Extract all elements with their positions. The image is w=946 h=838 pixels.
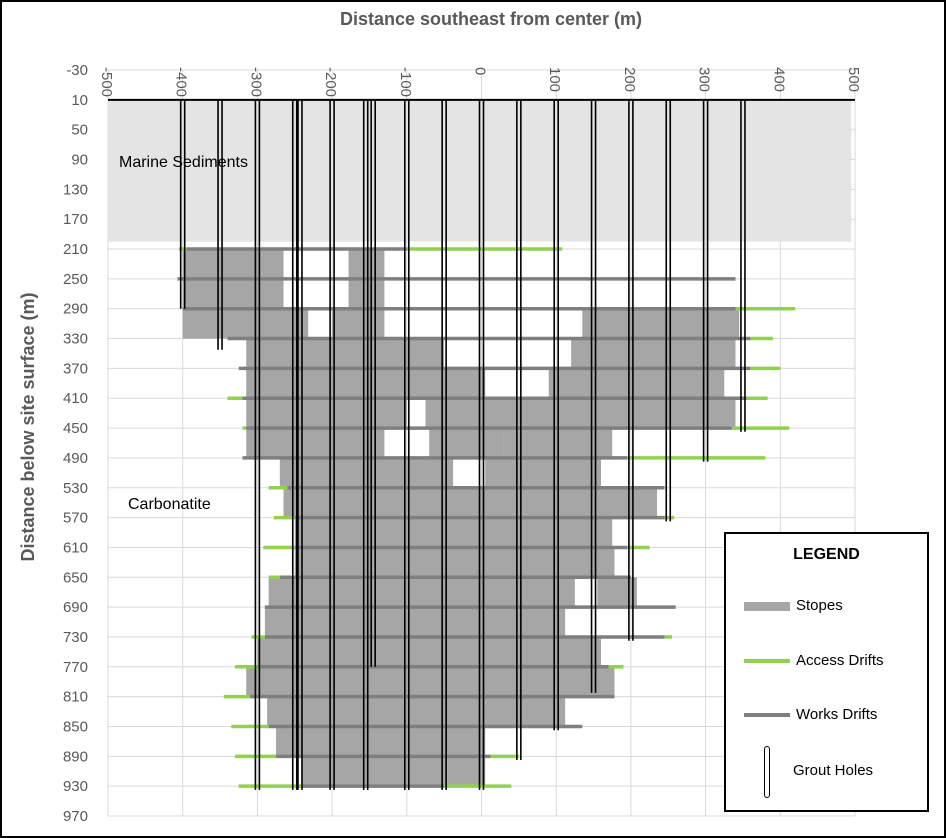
stope-block bbox=[429, 428, 504, 458]
y-tick-label: 850 bbox=[63, 718, 88, 735]
y-tick-label: 810 bbox=[63, 689, 88, 706]
y-tick-label: 410 bbox=[63, 390, 88, 407]
works-drift-line-icon bbox=[744, 713, 790, 717]
legend-title: LEGEND bbox=[793, 546, 860, 563]
x-tick-label: -200 bbox=[322, 67, 339, 97]
y-tick-label: 570 bbox=[63, 510, 88, 527]
grout-hole-icon bbox=[764, 746, 770, 798]
y-tick-label: 370 bbox=[63, 360, 88, 377]
y-tick-label: 170 bbox=[63, 211, 88, 228]
y-axis-title: Distance below site surface (m) bbox=[18, 292, 38, 561]
grout-hole bbox=[370, 99, 376, 667]
zone-label-marine-sediments: Marine Sediments bbox=[119, 154, 248, 171]
y-tick-label: 730 bbox=[63, 629, 88, 646]
zone-label-carbonatite: Carbonatite bbox=[128, 496, 211, 513]
grout-hole bbox=[403, 99, 410, 790]
stope-block bbox=[182, 308, 235, 339]
stope-block bbox=[246, 368, 486, 399]
grout-holes-layer bbox=[179, 99, 746, 790]
y-tick-label: 250 bbox=[63, 271, 88, 288]
stope-block bbox=[257, 636, 602, 667]
grout-hole bbox=[702, 99, 709, 462]
grout-hole bbox=[291, 99, 298, 790]
y-tick-label: 450 bbox=[63, 420, 88, 437]
stope-block bbox=[294, 517, 613, 548]
y-tick-label: 690 bbox=[63, 599, 88, 616]
x-tick-label: 200 bbox=[621, 67, 638, 92]
stope-block bbox=[302, 756, 448, 787]
grout-hole bbox=[553, 99, 560, 731]
stope-block bbox=[246, 398, 407, 429]
y-tick-label: 90 bbox=[71, 152, 88, 169]
y-tick-label: 50 bbox=[71, 122, 88, 139]
grout-hole bbox=[297, 99, 303, 790]
stope-block bbox=[268, 577, 575, 608]
grout-hole bbox=[665, 99, 672, 522]
legend-label-stopes: Stopes bbox=[796, 597, 843, 614]
x-tick-labels: -500 -400 -300 -200 -100 0 100 200 300 400 500 bbox=[98, 67, 862, 97]
stope-block bbox=[246, 666, 615, 697]
grout-hole bbox=[179, 99, 186, 309]
stope-block bbox=[279, 457, 454, 488]
stope-block bbox=[246, 338, 445, 369]
grout-hole bbox=[329, 99, 335, 790]
y-tick-label: 610 bbox=[63, 539, 88, 556]
stope-swatch-icon bbox=[744, 602, 790, 611]
grout-hole bbox=[478, 99, 485, 790]
x-tick-label: -400 bbox=[173, 67, 190, 97]
stope-block bbox=[425, 398, 736, 429]
x-axis-title: Distance southeast from center (m) bbox=[340, 9, 642, 29]
x-tick-label: 300 bbox=[696, 67, 713, 92]
y-tick-label: 650 bbox=[63, 569, 88, 586]
y-tick-label: -30 bbox=[66, 62, 88, 79]
stope-block bbox=[332, 308, 385, 339]
legend-label-works-drifts: Works Drifts bbox=[796, 706, 878, 723]
legend: LEGEND Stopes Access Drifts Works Drifts… bbox=[724, 532, 929, 812]
grout-hole bbox=[254, 99, 261, 790]
works-drifts-layer bbox=[177, 247, 751, 788]
grout-hole bbox=[740, 99, 746, 432]
grout-hole bbox=[590, 99, 597, 693]
y-tick-label: 290 bbox=[63, 301, 88, 318]
y-tick-label: 490 bbox=[63, 450, 88, 467]
legend-label-access-drifts: Access Drifts bbox=[796, 652, 884, 669]
x-tick-label: 100 bbox=[546, 67, 563, 92]
grout-hole bbox=[217, 99, 223, 350]
y-tick-label: 330 bbox=[63, 331, 88, 348]
x-tick-label: 0 bbox=[472, 67, 489, 75]
stope-block bbox=[283, 487, 658, 518]
stope-block bbox=[294, 547, 615, 578]
stope-block bbox=[264, 607, 566, 637]
grout-hole bbox=[362, 99, 369, 790]
y-tick-label: 890 bbox=[63, 748, 88, 765]
y-tick-label: 130 bbox=[63, 181, 88, 198]
y-tick-label: 10 bbox=[71, 92, 88, 109]
stope-block bbox=[246, 428, 385, 458]
x-tick-label: 500 bbox=[845, 67, 862, 92]
x-tick-label: -500 bbox=[98, 67, 115, 97]
grout-hole bbox=[628, 99, 634, 641]
stope-block bbox=[276, 726, 486, 757]
stope-block bbox=[267, 696, 566, 727]
stope-block bbox=[485, 457, 602, 488]
y-tick-label: 210 bbox=[63, 241, 88, 258]
stope-block bbox=[582, 308, 740, 339]
x-tick-label: -300 bbox=[247, 67, 264, 97]
stope-block bbox=[548, 368, 725, 399]
legend-label-grout-holes: Grout Holes bbox=[793, 762, 874, 779]
stope-block bbox=[597, 577, 637, 608]
y-tick-label: 530 bbox=[63, 480, 88, 497]
grout-hole bbox=[516, 99, 522, 761]
access-drift-line-icon bbox=[744, 659, 790, 663]
x-tick-label: 400 bbox=[770, 67, 787, 92]
y-tick-label: 770 bbox=[63, 659, 88, 676]
grout-hole bbox=[441, 99, 447, 790]
y-tick-label: 970 bbox=[63, 808, 88, 825]
y-tick-labels: -30 10 50 90 130 170 210 250 290 330 370 410 450 490 5… bbox=[63, 62, 88, 825]
x-tick-label: -100 bbox=[397, 67, 414, 97]
y-tick-label: 930 bbox=[63, 778, 88, 795]
